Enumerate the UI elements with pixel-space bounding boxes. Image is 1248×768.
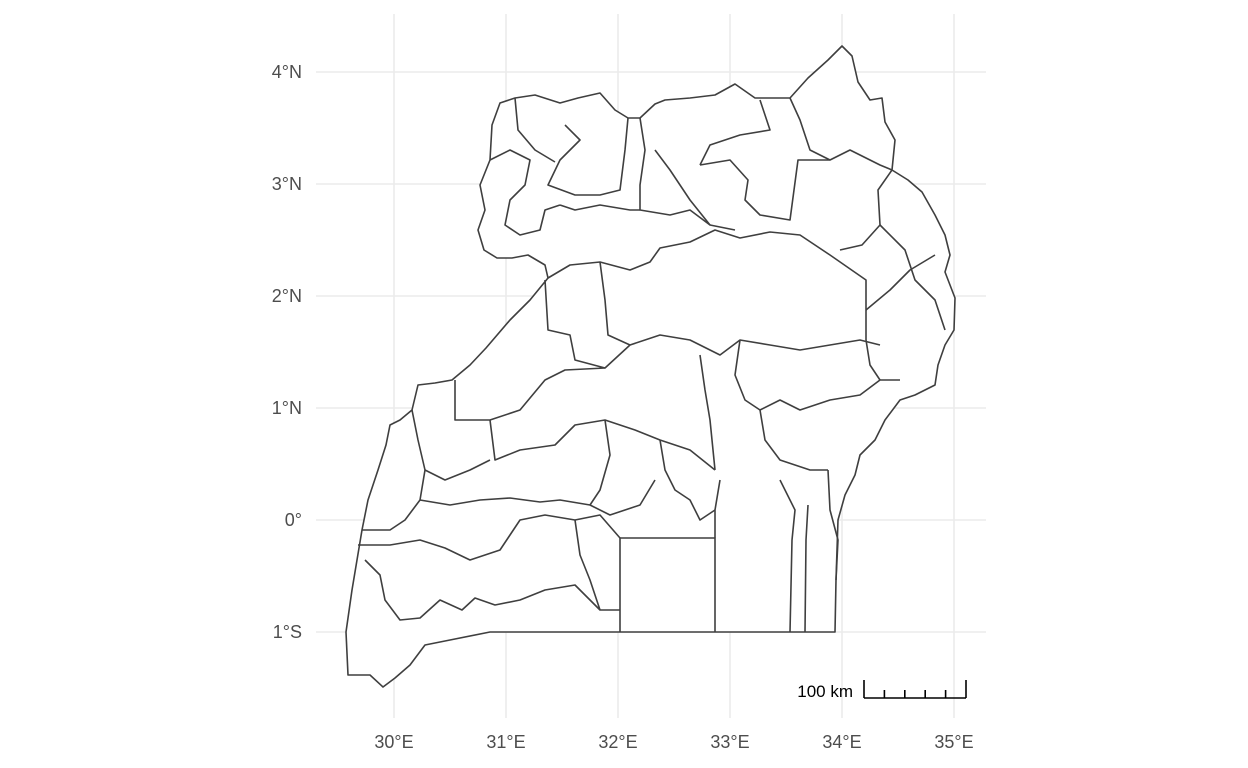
district-boundary — [827, 469, 839, 581]
district-boundary — [654, 149, 711, 226]
scale-bar-label: 100 km — [797, 682, 853, 701]
lat-tick-label: 2°N — [272, 286, 302, 306]
lon-tick-label: 31°E — [486, 732, 525, 752]
district-boundary — [559, 204, 640, 211]
lon-tick-label: 30°E — [374, 732, 413, 752]
district-boundary — [454, 334, 881, 421]
district-boundary — [424, 459, 491, 481]
lat-tick-label: 3°N — [272, 174, 302, 194]
district-boundary — [364, 559, 620, 621]
district-boundary — [514, 97, 556, 163]
district-boundaries — [345, 45, 956, 688]
district-boundary — [789, 97, 831, 161]
district-boundary — [659, 439, 716, 521]
district-boundary — [547, 117, 629, 196]
district-boundary — [589, 419, 611, 506]
district-boundary — [699, 354, 716, 471]
district-boundary — [865, 339, 881, 381]
district-boundary — [639, 117, 736, 231]
district-boundary — [544, 279, 606, 369]
district-boundary — [699, 149, 893, 221]
district-boundary — [619, 537, 716, 632]
axis-labels: 30°E 31°E 32°E 33°E 34°E 35°E 4°N 3°N 2°N 1°N 0° 1°… — [272, 62, 974, 752]
lon-tick-label: 34°E — [822, 732, 861, 752]
lat-tick-label: 4°N — [272, 62, 302, 82]
district-boundary — [804, 504, 809, 633]
district-boundary — [599, 261, 631, 346]
lat-tick-label: 1°N — [272, 398, 302, 418]
lon-tick-label: 33°E — [710, 732, 749, 752]
district-boundary — [489, 419, 716, 471]
district-boundary — [419, 479, 656, 516]
district-boundary — [734, 339, 900, 411]
district-boundary — [574, 519, 601, 611]
district-boundary — [489, 149, 561, 236]
lat-tick-label: 1°S — [273, 622, 302, 642]
district-boundary — [879, 224, 946, 331]
lon-tick-label: 32°E — [598, 732, 637, 752]
scale-bar: 100 km — [797, 680, 967, 701]
district-boundary — [699, 99, 771, 166]
district-boundary — [362, 409, 426, 531]
country-outline — [345, 45, 956, 688]
district-boundary — [547, 229, 867, 340]
lon-tick-label: 35°E — [934, 732, 973, 752]
district-boundary — [779, 479, 796, 633]
district-boundary — [865, 254, 936, 311]
district-boundary — [759, 409, 828, 471]
lat-tick-label: 0° — [285, 510, 302, 530]
district-boundary — [358, 514, 621, 561]
